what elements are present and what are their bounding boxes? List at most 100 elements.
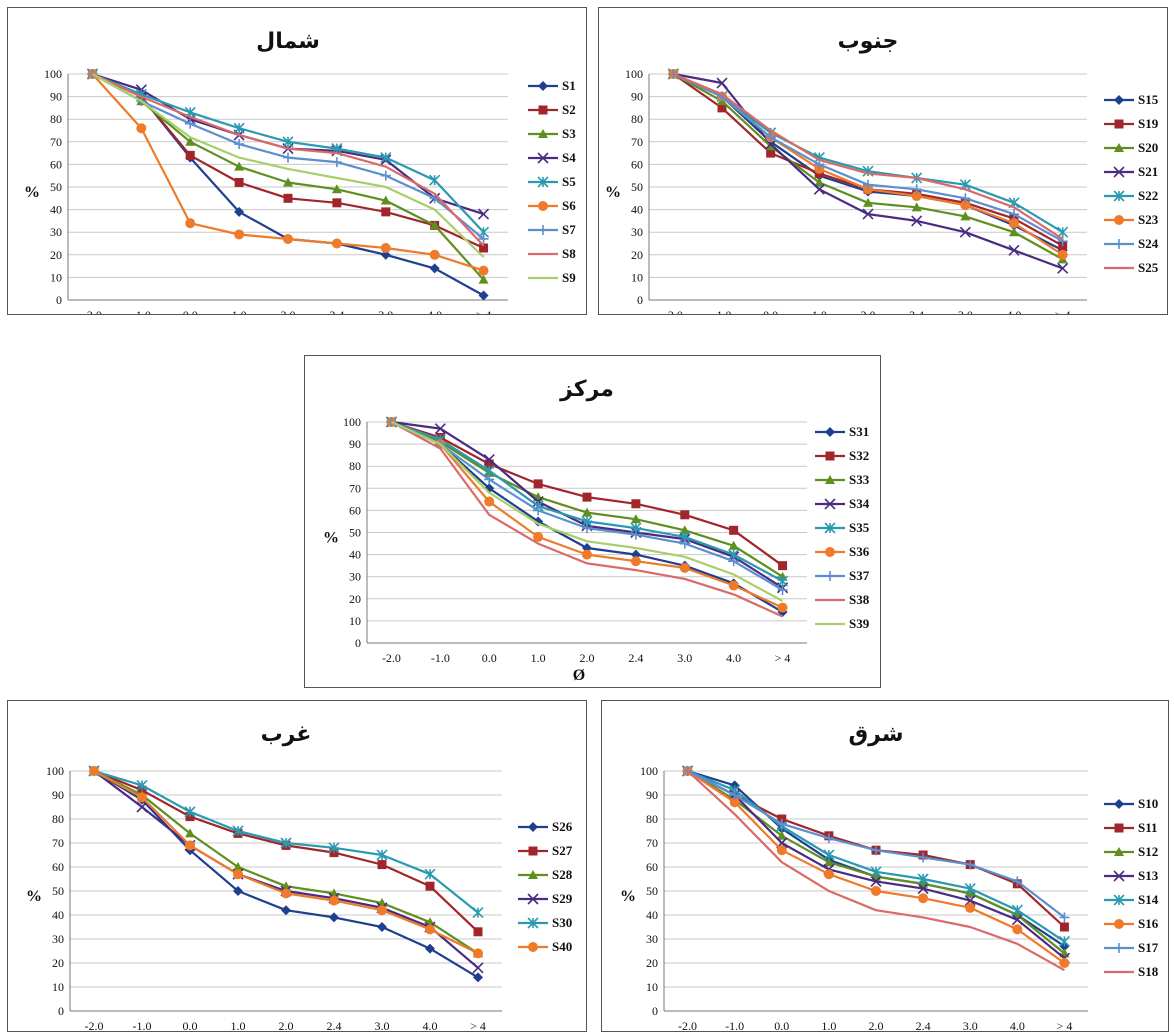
legend-label: S26: [552, 819, 573, 834]
legend-marker: [527, 893, 539, 905]
data-point: [631, 499, 641, 509]
y-tick-label: 80: [646, 812, 658, 826]
data-point: [863, 197, 873, 207]
data-point: [1012, 924, 1023, 935]
legend-label: S16: [1138, 916, 1159, 931]
x-tick-label: 2.0: [281, 308, 296, 314]
data-point: [424, 868, 436, 880]
x-tick-label: 0.0: [763, 308, 778, 314]
data-point: [429, 220, 440, 230]
legend-label: S6: [562, 198, 576, 213]
y-tick-label: 70: [631, 135, 643, 149]
legend-entry: S32: [815, 448, 869, 463]
data-point: [776, 818, 787, 829]
data-point: [776, 575, 789, 587]
x-tick-label: 4.0: [427, 308, 442, 314]
y-tick-label: 70: [50, 135, 62, 149]
series-line: [93, 770, 479, 955]
data-point: [1009, 227, 1019, 237]
y-tick-label: 90: [50, 90, 62, 104]
series-S3: [87, 69, 489, 284]
x-tick-label: -2.0: [85, 1019, 104, 1031]
legend-entry: S8: [528, 246, 576, 261]
data-point: [960, 211, 971, 221]
legend-label: S27: [552, 843, 573, 858]
data-point: [679, 538, 690, 549]
legend-entry: S20: [1104, 140, 1158, 155]
y-tick-label: 50: [52, 884, 64, 898]
legend-entry: S22: [1104, 188, 1158, 203]
data-point: [429, 249, 440, 260]
y-tick-label: 30: [631, 225, 643, 239]
y-tick-label: 50: [349, 526, 361, 540]
data-point: [473, 972, 483, 983]
data-point: [728, 556, 739, 567]
legend-label: S35: [849, 520, 870, 535]
data-point: [484, 496, 495, 507]
x-tick-label: 2.0: [861, 308, 876, 314]
data-point: [381, 207, 391, 217]
x-tick-label: 4.0: [1007, 308, 1022, 314]
y-tick-label: 70: [52, 836, 64, 850]
legend-label: S21: [1138, 164, 1158, 179]
legend-marker: [825, 547, 835, 557]
data-point: [777, 584, 788, 595]
series-S8: [91, 73, 485, 247]
data-point: [813, 183, 825, 195]
legend-label: S32: [849, 448, 869, 463]
legend-marker: [825, 475, 835, 484]
data-point: [377, 905, 387, 916]
data-point: [283, 152, 293, 163]
y-tick-label: 90: [52, 788, 64, 802]
chart-svg: شمال 0 10 20 30 40 50 60 70 80 90 100 -2.0 -1.0 0.0 1.0…: [24, 29, 576, 314]
y-tick-label: 100: [343, 415, 361, 429]
legend-marker: [1114, 119, 1124, 129]
data-point: [717, 103, 727, 113]
data-point: [478, 233, 489, 244]
x-tick-label: -1.0: [132, 308, 151, 314]
data-point: [582, 523, 592, 534]
data-point: [1009, 218, 1019, 229]
data-point: [960, 200, 971, 211]
legend-entry: S40: [518, 939, 572, 954]
legend-label: S12: [1138, 844, 1158, 859]
data-point: [964, 883, 976, 895]
y-axis-label: %: [620, 888, 636, 905]
y-tick-label: 70: [646, 836, 658, 850]
legend-label: S24: [1138, 236, 1159, 251]
legend-entry: S39: [815, 616, 870, 631]
y-axis-label: %: [605, 184, 621, 201]
legend-label: S31: [849, 424, 869, 439]
x-tick-label: -2.0: [83, 308, 102, 314]
chart-panel-east: شرق 0 10 20 30 40 50 60 70 80 90 100 -2.0 -1.0 0.0 1.0 2…: [601, 700, 1169, 1032]
y-tick-label: 80: [631, 112, 643, 126]
data-point: [136, 123, 147, 134]
legend-marker: [1113, 166, 1125, 178]
x-tick-label: 2.0: [869, 1019, 884, 1031]
data-point: [630, 556, 641, 567]
series-S39: [390, 420, 784, 602]
y-tick-label: 10: [52, 980, 64, 994]
x-tick-label: > 4: [476, 308, 492, 314]
legend-entry: S6: [528, 198, 576, 213]
data-point: [918, 893, 929, 904]
legend-entry: S26: [518, 819, 573, 834]
data-point: [234, 161, 245, 171]
data-point: [680, 510, 690, 520]
data-point: [911, 215, 923, 227]
x-tick-label: 2.4: [909, 308, 924, 314]
legend-marker: [1114, 215, 1124, 225]
data-point: [478, 274, 489, 284]
y-tick-label: 60: [631, 157, 643, 171]
legend-entry: S19: [1104, 116, 1159, 131]
series-S16: [682, 766, 1070, 968]
data-point: [484, 459, 494, 469]
y-tick-label: 30: [646, 932, 658, 946]
data-point: [533, 531, 544, 542]
data-point: [472, 907, 484, 919]
legend-marker: [537, 152, 549, 164]
data-point: [283, 177, 293, 187]
y-tick-label: 40: [52, 908, 64, 922]
data-point: [823, 833, 834, 844]
data-point: [185, 136, 196, 146]
